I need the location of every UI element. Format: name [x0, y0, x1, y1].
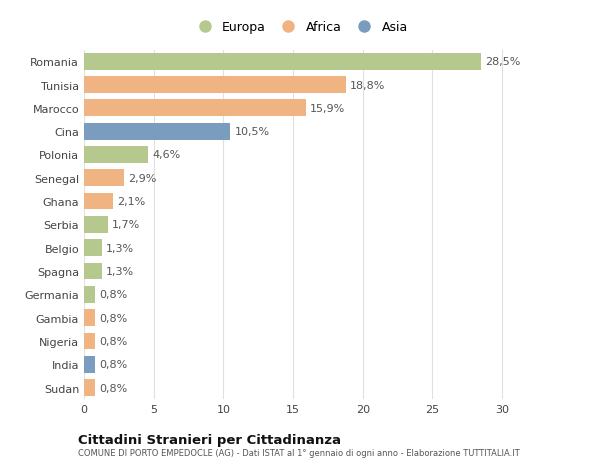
Text: 2,9%: 2,9%	[128, 174, 157, 184]
Bar	[84, 170, 124, 187]
Bar	[84, 379, 95, 396]
Bar	[84, 123, 230, 140]
Bar	[84, 77, 346, 94]
Text: COMUNE DI PORTO EMPEDOCLE (AG) - Dati ISTAT al 1° gennaio di ogni anno - Elabora: COMUNE DI PORTO EMPEDOCLE (AG) - Dati IS…	[78, 448, 520, 458]
Text: 0,8%: 0,8%	[100, 383, 128, 393]
Text: 18,8%: 18,8%	[350, 80, 386, 90]
Text: 1,3%: 1,3%	[106, 266, 134, 276]
Bar	[84, 217, 107, 233]
Bar	[84, 54, 481, 71]
Text: 0,8%: 0,8%	[100, 359, 128, 369]
Text: 0,8%: 0,8%	[100, 290, 128, 300]
Text: 1,7%: 1,7%	[112, 220, 140, 230]
Bar	[84, 147, 148, 163]
Text: Cittadini Stranieri per Cittadinanza: Cittadini Stranieri per Cittadinanza	[78, 433, 341, 446]
Legend: Europa, Africa, Asia: Europa, Africa, Asia	[190, 18, 410, 36]
Text: 2,1%: 2,1%	[118, 196, 146, 207]
Bar	[84, 100, 305, 117]
Text: 0,8%: 0,8%	[100, 313, 128, 323]
Bar	[84, 263, 102, 280]
Bar	[84, 286, 95, 303]
Text: 1,3%: 1,3%	[106, 243, 134, 253]
Text: 10,5%: 10,5%	[235, 127, 269, 137]
Bar	[84, 240, 102, 257]
Text: 15,9%: 15,9%	[310, 104, 345, 114]
Text: 4,6%: 4,6%	[152, 150, 181, 160]
Bar	[84, 309, 95, 326]
Bar	[84, 333, 95, 350]
Bar	[84, 356, 95, 373]
Text: 0,8%: 0,8%	[100, 336, 128, 346]
Text: 28,5%: 28,5%	[485, 57, 521, 67]
Bar	[84, 193, 113, 210]
